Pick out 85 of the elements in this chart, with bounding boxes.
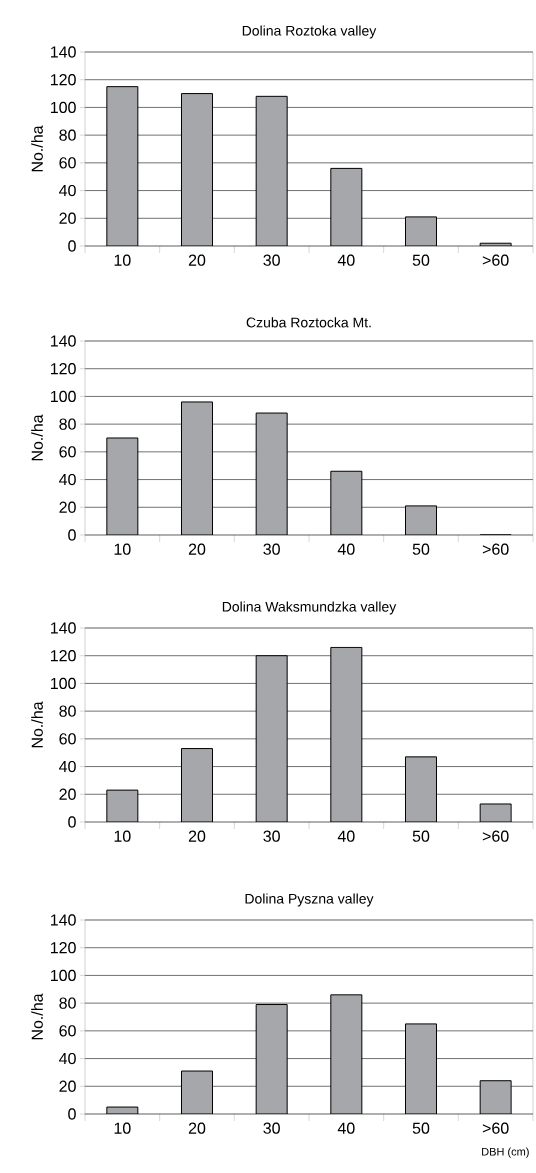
y-tick-label: 40 — [58, 473, 76, 486]
y-tick-label: 40 — [58, 760, 76, 773]
y-axis-title: No./ha — [31, 701, 43, 748]
x-tick-label: 20 — [188, 254, 206, 266]
y-tick-label: 140 — [50, 335, 76, 347]
x-tick-label: 50 — [412, 254, 430, 266]
y-tick-label: 120 — [50, 74, 76, 86]
x-tick-label: 50 — [412, 830, 430, 842]
y-tick-label: 140 — [50, 46, 76, 58]
x-tick-label: 20 — [188, 543, 206, 555]
y-axis-title: No./ha — [31, 125, 43, 172]
y-tick-label: 100 — [50, 969, 76, 982]
x-tick-label: 40 — [337, 1122, 355, 1134]
y-tick-label: 80 — [59, 418, 76, 430]
bar — [180, 401, 213, 535]
y-tick-label: 20 — [59, 788, 76, 800]
x-tick-label: >60 — [482, 254, 509, 266]
chart-title: Dolina Pyszna valley — [245, 893, 374, 907]
x-tick-label: 10 — [114, 543, 131, 555]
bar — [404, 756, 437, 822]
x-tick-label: >60 — [482, 1122, 509, 1134]
bar — [255, 95, 288, 246]
x-tick-label: 30 — [263, 1122, 280, 1134]
bar — [255, 1004, 288, 1114]
x-tick-label: 10 — [114, 830, 131, 842]
bar — [180, 1070, 213, 1114]
x-tick-label: 50 — [412, 543, 430, 555]
y-tick-label: 60 — [59, 1025, 76, 1037]
bar — [330, 646, 363, 822]
y-tick-label: 80 — [59, 997, 76, 1009]
bar — [330, 167, 363, 246]
y-tick-label: 0 — [68, 529, 76, 541]
x-tick-label: 50 — [412, 1122, 430, 1134]
y-tick-label: 40 — [58, 1052, 76, 1065]
y-tick-label: 80 — [59, 705, 76, 717]
x-tick-label: 30 — [263, 543, 280, 555]
x-tick-label: 40 — [337, 543, 355, 555]
y-tick-label: 100 — [50, 677, 76, 690]
y-tick-label: 140 — [50, 622, 76, 634]
bar — [106, 86, 139, 246]
x-tick-label: >60 — [482, 543, 509, 555]
bar — [404, 216, 437, 246]
x-axis-title: DBH (cm) — [481, 1147, 529, 1158]
x-tick-label: 10 — [114, 254, 131, 266]
y-tick-label: 0 — [68, 816, 76, 828]
chart-title: Dolina Waksmundzka valley — [222, 601, 397, 615]
y-tick-label: 40 — [58, 184, 76, 197]
bar — [180, 748, 213, 822]
y-tick-label: 20 — [59, 1080, 76, 1092]
bar — [255, 655, 288, 822]
y-tick-label: 20 — [59, 212, 76, 224]
x-tick-label: >60 — [482, 830, 509, 842]
x-tick-label: 40 — [337, 830, 355, 842]
bar — [330, 994, 363, 1114]
x-tick-label: 10 — [114, 1122, 131, 1134]
bar — [106, 437, 139, 535]
x-tick-label: 30 — [263, 254, 280, 266]
x-tick-label: 20 — [188, 1122, 206, 1134]
chart-title: Czuba Roztocka Mt. — [246, 317, 371, 328]
bar — [180, 93, 213, 246]
y-tick-label: 20 — [59, 501, 76, 513]
y-tick-label: 60 — [59, 446, 76, 458]
y-tick-label: 100 — [50, 101, 76, 114]
chart-title: Dolina Roztoka valley — [242, 25, 377, 39]
bar — [404, 505, 437, 535]
y-tick-label: 0 — [68, 1108, 76, 1120]
y-tick-label: 60 — [59, 157, 76, 169]
y-tick-label: 0 — [68, 240, 76, 252]
y-tick-label: 100 — [50, 390, 76, 403]
bar — [330, 470, 363, 535]
y-tick-label: 80 — [59, 129, 76, 141]
bar — [404, 1023, 437, 1114]
bar — [479, 1080, 512, 1114]
y-tick-label: 60 — [59, 733, 76, 745]
y-tick-label: 140 — [50, 914, 76, 926]
y-axis-title: No./ha — [31, 414, 43, 461]
x-tick-label: 30 — [263, 830, 280, 842]
x-tick-label: 40 — [337, 254, 355, 266]
y-tick-label: 120 — [50, 363, 76, 375]
x-tick-label: 20 — [188, 830, 206, 842]
y-tick-label: 120 — [50, 942, 76, 954]
bar — [255, 412, 288, 535]
bar — [106, 789, 139, 822]
y-tick-label: 120 — [50, 650, 76, 662]
y-axis-title: No./ha — [31, 993, 43, 1040]
